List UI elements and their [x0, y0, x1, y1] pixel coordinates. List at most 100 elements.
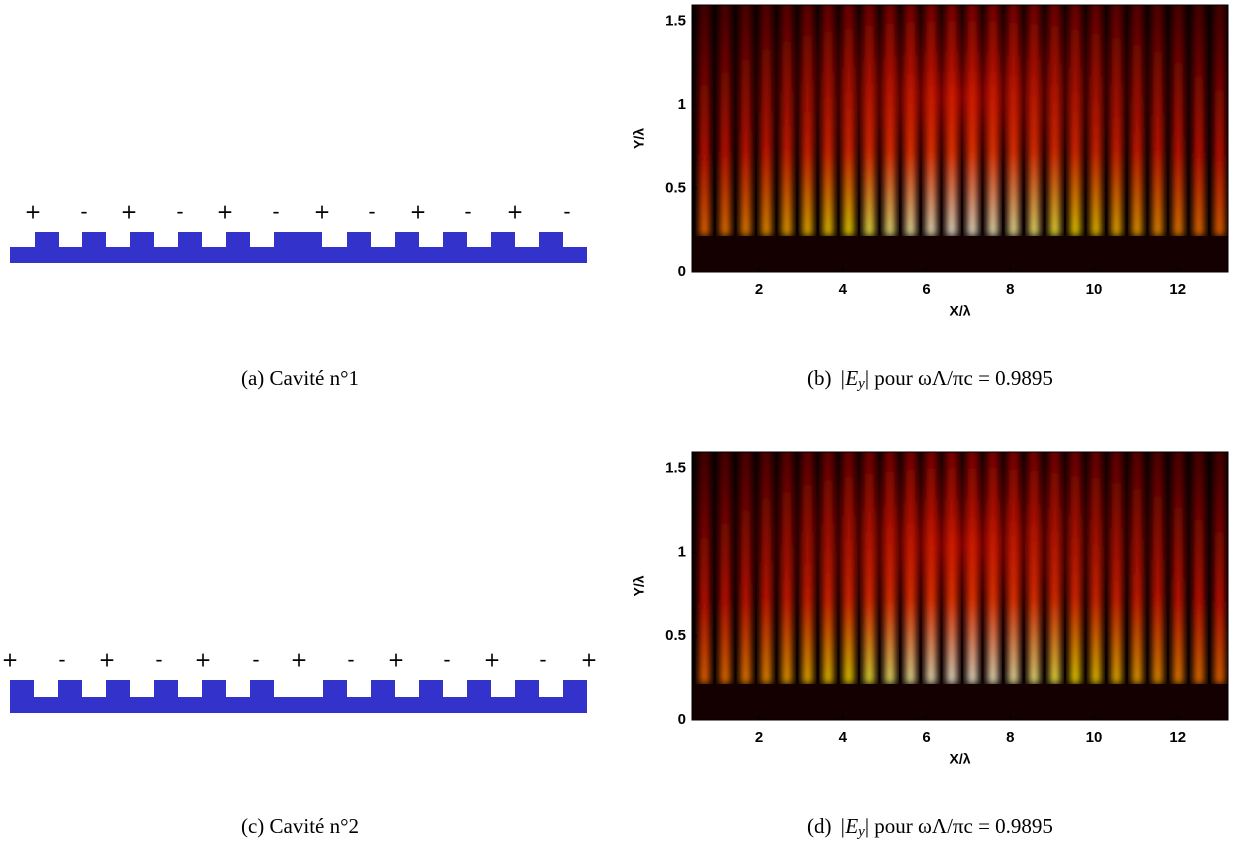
x-tick-label: 10: [1086, 729, 1103, 746]
caption: (a) Cavité n°1: [241, 366, 359, 390]
x-tick-label: 4: [839, 281, 848, 298]
field-haze: [692, 452, 1228, 684]
charge-sign: +: [581, 648, 598, 672]
field-stripe: [1215, 452, 1224, 684]
grating-tooth: [178, 232, 202, 248]
charge-sign: +: [410, 200, 427, 224]
field-stripe: [720, 452, 730, 684]
caption: (c) Cavité n°2: [241, 814, 359, 838]
plot-frame: [691, 451, 1229, 721]
field-stripe: [1029, 5, 1039, 236]
panel: 2 4 6 8 10 12 0 0.5 1 1.5 X/λ Y/λ (b) |Ey| pour ωΛ/πc…: [631, 4, 1229, 393]
plot-frame: [691, 4, 1229, 273]
field-stripe: [741, 452, 751, 684]
grating-base: [10, 247, 587, 263]
x-axis-label: X/λ: [949, 303, 970, 319]
y-tick-label: 0.5: [665, 180, 686, 197]
x-tick-label: 8: [1006, 281, 1014, 298]
grating-tooth: [82, 232, 106, 248]
x-tick-label: 12: [1169, 729, 1186, 746]
field-stripe: [906, 452, 915, 684]
charge-sign: +: [388, 648, 405, 672]
caption-field: |E: [840, 366, 859, 390]
charge-sign: -: [563, 200, 570, 224]
grating-tooth: [323, 680, 347, 698]
x-tick-label: 12: [1169, 281, 1186, 298]
field-stripe: [967, 452, 977, 684]
grating-tooth: [274, 232, 322, 248]
field-stripe: [947, 452, 957, 684]
field-stripe: [1009, 452, 1018, 684]
field-stripe: [1070, 452, 1080, 684]
field-stripe: [1215, 5, 1224, 236]
grating-tooth: [154, 680, 178, 698]
field-stripe: [761, 452, 771, 684]
field-stripe: [926, 5, 936, 236]
y-tick-label: 0: [678, 263, 686, 280]
grating-tooth: [250, 680, 274, 698]
charge-sign: -: [155, 648, 162, 672]
charge-sign: -: [80, 200, 87, 224]
charge-sign: -: [176, 200, 183, 224]
caption-label: (b): [807, 366, 832, 390]
field-stripe: [864, 452, 874, 684]
y-tick-label: 1.5: [665, 460, 686, 477]
x-tick-label: 6: [922, 281, 930, 298]
panel: 2 4 6 8 10 12 0 0.5 1 1.5 X/λ Y/λ (d) |Ey| pour ωΛ/πc…: [631, 451, 1229, 841]
grating-tooth: [443, 232, 467, 248]
grating-tooth: [539, 232, 563, 248]
grating-tooth: [130, 232, 154, 248]
charge-sign: -: [252, 648, 259, 672]
charge-sign: -: [272, 200, 279, 224]
charge-sign: +: [507, 200, 524, 224]
charge-sign: +: [314, 200, 331, 224]
grating-tooth: [347, 232, 371, 248]
field-stripe: [1194, 5, 1204, 236]
grating-tooth: [226, 232, 250, 248]
caption-subscript: y: [856, 376, 865, 392]
field-stripe: [1173, 5, 1183, 236]
caption-label: (d): [807, 814, 832, 838]
grating-tooth: [10, 680, 34, 698]
charge-sign: +: [99, 648, 116, 672]
grating-tooth: [419, 680, 443, 698]
field-stripe: [761, 5, 771, 236]
field-stripe: [1173, 452, 1183, 684]
field-map: [692, 452, 1228, 720]
caption: (d) |Ey| pour ωΛ/πc = 0.9895: [807, 814, 1053, 841]
panel: + - + - + - + - + - + - + (c) Cavité n°2: [2, 648, 598, 838]
field-stripe: [700, 5, 709, 236]
substrate-band: [692, 236, 1228, 272]
field-stripe: [1029, 452, 1039, 684]
grating-base: [10, 697, 587, 713]
caption: (b) |Ey| pour ωΛ/πc = 0.9895: [807, 366, 1053, 393]
field-stripe: [1009, 5, 1018, 236]
charge-sign: -: [368, 200, 375, 224]
field-stripe: [844, 5, 854, 236]
grating-tooth: [371, 680, 395, 698]
field-stripe: [700, 452, 709, 684]
field-stripe: [864, 5, 874, 236]
charge-sign: +: [217, 200, 234, 224]
field-stripe: [844, 452, 854, 684]
field-stripe: [1050, 5, 1060, 236]
field-stripe: [988, 452, 998, 684]
field-stripe: [1153, 452, 1163, 684]
y-tick-label: 0.5: [665, 627, 686, 644]
charge-sign: +: [25, 200, 42, 224]
field-stripe: [1112, 5, 1121, 236]
panel: + - + - + - + - + - + - (a) Cavité n°1: [10, 200, 587, 390]
x-tick-label: 6: [922, 729, 930, 746]
caption-field: |E: [840, 814, 859, 838]
caption-subscript: y: [856, 824, 865, 840]
field-stripe: [926, 452, 936, 684]
field-stripe: [906, 5, 915, 236]
y-tick-label: 1: [678, 543, 686, 560]
x-tick-label: 10: [1086, 281, 1103, 298]
charge-sign: -: [464, 200, 471, 224]
field-stripe: [823, 5, 833, 236]
field-stripe: [720, 5, 730, 236]
charge-sign: -: [539, 648, 546, 672]
